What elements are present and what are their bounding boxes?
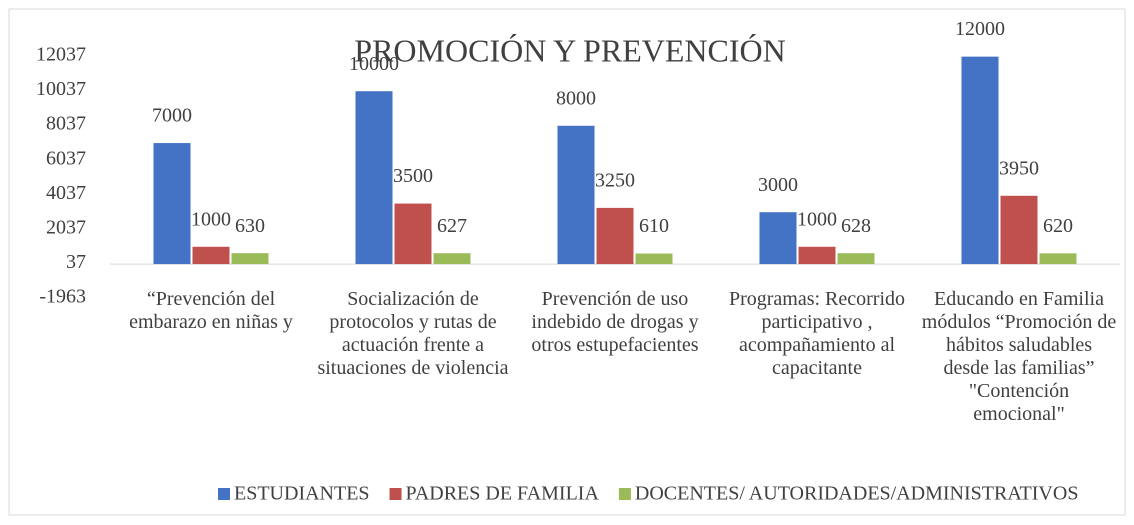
y-tick-label: 10037 (36, 78, 86, 100)
bar (1000, 195, 1038, 265)
y-tick-label: 37 (66, 251, 86, 273)
data-label: 627 (437, 215, 467, 237)
legend-label: ESTUDIANTES (234, 483, 370, 505)
bar (837, 253, 875, 265)
bar (635, 253, 673, 265)
y-tick-label: 4037 (46, 182, 86, 204)
bar (231, 253, 269, 265)
x-tick-label: Socialización de protocolos y rutas de a… (317, 288, 509, 379)
data-label: 1000 (797, 208, 837, 230)
data-label: 1000 (191, 208, 231, 230)
x-tick-label: Programas: Recorrido participativo , aco… (728, 288, 906, 379)
bar (596, 207, 634, 265)
bar (355, 91, 393, 265)
data-label: 630 (235, 215, 265, 237)
legend-swatch (389, 488, 402, 500)
bar (961, 56, 999, 265)
data-label: 628 (841, 215, 871, 237)
bar (798, 246, 836, 265)
legend-swatch (618, 488, 631, 500)
legend-label: DOCENTES/ AUTORIDADES/ADMINISTRATIVOS (635, 483, 1079, 505)
y-tick-label: 12037 (36, 44, 86, 66)
bar (394, 203, 432, 265)
bar (433, 253, 471, 265)
data-label: 3500 (393, 165, 433, 187)
y-tick-label: 6037 (46, 147, 86, 169)
bar (557, 125, 595, 265)
bar (1039, 253, 1077, 265)
bar (153, 143, 191, 265)
data-label: 620 (1043, 215, 1073, 237)
chart-title: PROMOCIÓN Y PREVENCIÓN (354, 32, 785, 68)
y-tick-label: 8037 (46, 113, 86, 135)
data-label: 3950 (999, 157, 1039, 179)
x-tick-label: “Prevención del embarazo en niñas y (129, 288, 293, 333)
x-tick-label: Educando en Familia módulos “Promoción d… (921, 288, 1117, 425)
data-label: 10000 (349, 53, 399, 75)
data-label: 3250 (595, 169, 635, 191)
legend-label: PADRES DE FAMILIA (406, 483, 600, 505)
y-tick-label: -1963 (39, 286, 86, 308)
data-label: 7000 (152, 105, 192, 127)
data-label: 8000 (556, 87, 596, 109)
bar (759, 212, 797, 265)
data-label: 610 (639, 215, 669, 237)
bar (192, 246, 230, 265)
legend-swatch (218, 488, 230, 500)
y-tick-label: 2037 (46, 216, 86, 238)
x-tick-label: Prevención de uso indebido de drogas y o… (531, 288, 699, 356)
data-label: 3000 (758, 174, 798, 196)
data-label: 12000 (955, 18, 1005, 40)
